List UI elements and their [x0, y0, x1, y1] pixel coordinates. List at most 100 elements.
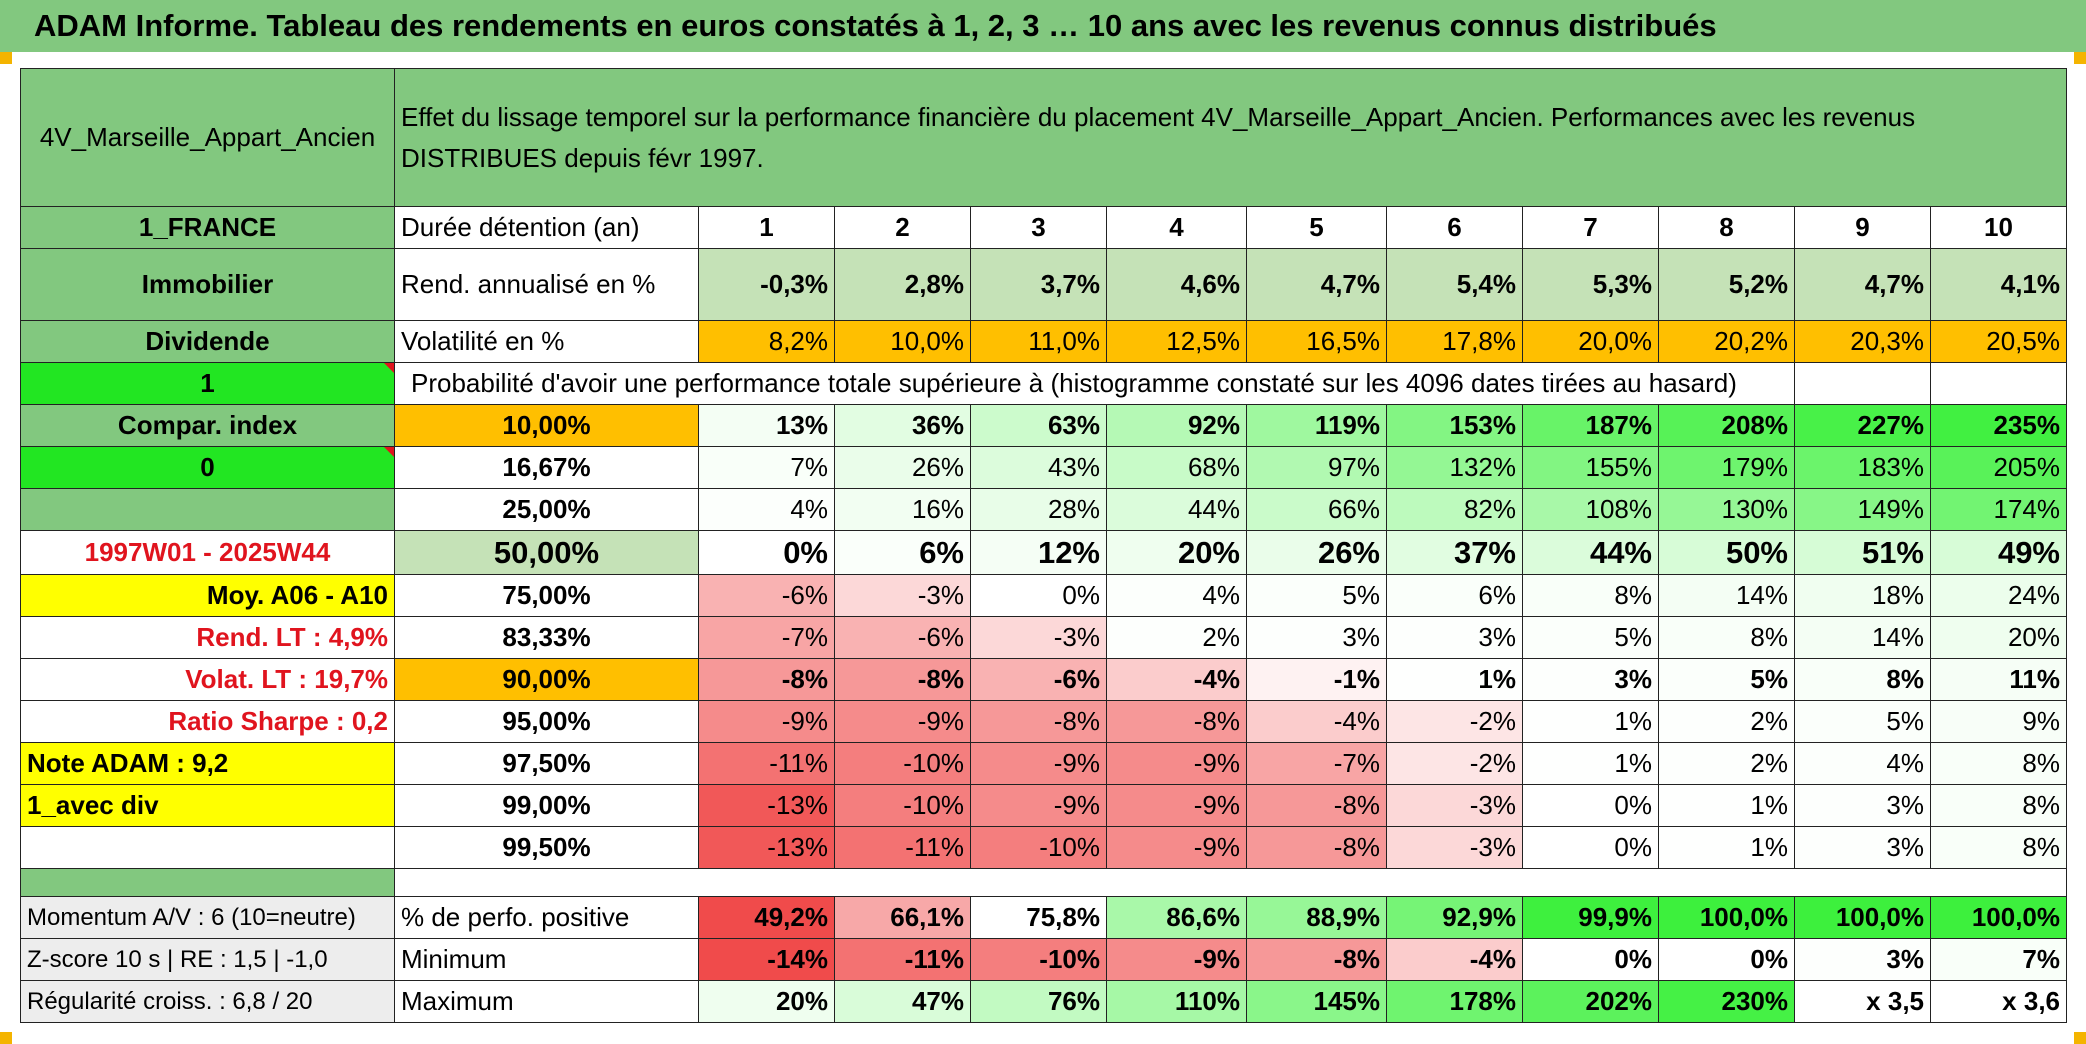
return-value: 4,7% [1246, 248, 1387, 321]
quantile-value: 1% [1386, 658, 1523, 701]
stats-value: 100,0% [1658, 896, 1795, 939]
stats-row: Régularité croiss. : 6,8 / 20 Maximum 20% 4… [20, 980, 2067, 1023]
quantile-value: 5% [1658, 658, 1795, 701]
stats-value: -4% [1386, 938, 1523, 981]
quantile-value: 11% [1930, 658, 2067, 701]
volatility-value: 10,0% [834, 320, 971, 363]
stats-value: -9% [1106, 938, 1247, 981]
quantile-value: -3% [834, 574, 971, 617]
quantile-value: 2% [1658, 700, 1795, 743]
quantile-value: 183% [1794, 446, 1931, 489]
quantile-value: 8% [1930, 826, 2067, 869]
side-info: Note ADAM : 9,2 [20, 742, 395, 785]
quantile-value: 4% [1106, 574, 1247, 617]
volatility-value: 11,0% [970, 320, 1107, 363]
quantile-value: 82% [1386, 488, 1523, 531]
quantile-value: 20% [1106, 530, 1247, 575]
year-header: 6 [1386, 206, 1523, 249]
corner-marker [0, 52, 12, 64]
quantile-value: -9% [970, 784, 1107, 827]
quantile-value: 1% [1658, 826, 1795, 869]
stats-label: Minimum [394, 938, 699, 981]
quantile-value: 5% [1246, 574, 1387, 617]
side-info: 1_avec div [20, 784, 395, 827]
quantile-value: -3% [970, 616, 1107, 659]
side-info [20, 488, 395, 531]
quantile-value: 97% [1246, 446, 1387, 489]
stats-value: 7% [1930, 938, 2067, 981]
quantile-value: -6% [834, 616, 971, 659]
volatility-value: 20,3% [1794, 320, 1931, 363]
quantile-label: 16,67% [394, 446, 699, 489]
quantile-value: 8% [1930, 784, 2067, 827]
quantile-value: 43% [970, 446, 1107, 489]
quantile-row: 25,00% 4% 16% 28% 44% 66% 82% 108% 130% 149% 174% [20, 488, 2067, 531]
year-header: 8 [1658, 206, 1795, 249]
quantile-value: -10% [970, 826, 1107, 869]
quantile-value: 63% [970, 404, 1107, 447]
quantile-value: 18% [1794, 574, 1931, 617]
corner-marker [0, 1032, 12, 1044]
quantile-value: 1% [1522, 742, 1659, 785]
quantile-value: -8% [1106, 700, 1247, 743]
quantile-value: 187% [1522, 404, 1659, 447]
side-info: Rend. LT : 4,9% [20, 616, 395, 659]
quantile-value: 1% [1522, 700, 1659, 743]
stats-value: 202% [1522, 980, 1659, 1023]
quantile-value: 13% [698, 404, 835, 447]
stats-value: 88,9% [1246, 896, 1387, 939]
quantile-value: 3% [1522, 658, 1659, 701]
stats-value: 178% [1386, 980, 1523, 1023]
side-info [20, 826, 395, 869]
quantile-value: 205% [1930, 446, 2067, 489]
quantile-value: -8% [1246, 784, 1387, 827]
corner-marker [2074, 1032, 2086, 1044]
quantile-value: -9% [834, 700, 971, 743]
quantile-label: 83,33% [394, 616, 699, 659]
page-title: ADAM Informe. Tableau des rendements en … [0, 0, 2086, 52]
quantile-value: 26% [1246, 530, 1387, 575]
quantile-value: -6% [698, 574, 835, 617]
stats-value: 49,2% [698, 896, 835, 939]
quantile-value: 26% [834, 446, 971, 489]
volatility-label: Volatilité en % [394, 320, 699, 363]
quantile-label: 95,00% [394, 700, 699, 743]
quantile-value: 16% [834, 488, 971, 531]
stats-label: Maximum [394, 980, 699, 1023]
country-label: 1_FRANCE [20, 206, 395, 249]
quantile-value: 155% [1522, 446, 1659, 489]
quantile-value: -9% [970, 742, 1107, 785]
spacer-cell [394, 868, 2067, 897]
quantile-value: 49% [1930, 530, 2067, 575]
volatility-value: 20,5% [1930, 320, 2067, 363]
return-value: 5,2% [1658, 248, 1795, 321]
year-header: 10 [1930, 206, 2067, 249]
quantile-value: 235% [1930, 404, 2067, 447]
flag-value: 1 [20, 362, 395, 405]
quantile-value: -9% [1106, 826, 1247, 869]
quantile-value: 66% [1246, 488, 1387, 531]
quantile-value: -13% [698, 826, 835, 869]
quantile-value: 8% [1658, 616, 1795, 659]
quantile-value: -9% [1106, 784, 1247, 827]
quantile-value: 92% [1106, 404, 1247, 447]
quantile-value: -8% [834, 658, 971, 701]
return-value: 4,7% [1794, 248, 1931, 321]
quantile-row: Volat. LT : 19,7% 90,00% -8% -8% -6% -4% -1% 1%… [20, 658, 2067, 701]
stats-label: % de perfo. positive [394, 896, 699, 939]
duration-label: Durée détention (an) [394, 206, 699, 249]
quantile-value: 50% [1658, 530, 1795, 575]
quantile-value: 153% [1386, 404, 1523, 447]
quantile-value: -7% [1246, 742, 1387, 785]
stats-info: Momentum A/V : 6 (10=neutre) [20, 896, 395, 939]
quantile-value: 14% [1794, 616, 1931, 659]
quantile-value: 0% [1522, 784, 1659, 827]
stats-value: 75,8% [970, 896, 1107, 939]
corner-marker [2074, 52, 2086, 64]
quantile-value: -6% [970, 658, 1107, 701]
volatility-value: 20,2% [1658, 320, 1795, 363]
quantile-value: 3% [1386, 616, 1523, 659]
quantile-value: -10% [834, 742, 971, 785]
quantile-value: 4% [1794, 742, 1931, 785]
performance-table: 4V_Marseille_Appart_Ancien Effet du liss… [20, 68, 2067, 1023]
